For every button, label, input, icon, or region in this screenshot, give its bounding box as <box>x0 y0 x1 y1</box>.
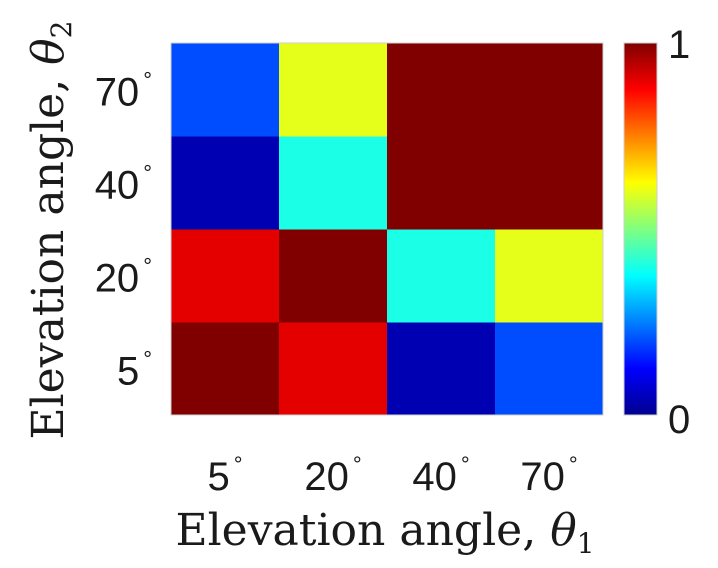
y-axis-label: Elevation angle, θ2 <box>23 20 78 439</box>
heatmap-cell-70-40 <box>495 136 604 230</box>
heatmap-cell-40-40 <box>387 136 496 230</box>
y-tick-label-40: 40 ° <box>95 161 152 208</box>
y-tick-label-5: 5 ° <box>117 347 152 394</box>
heatmap-cell-20-70 <box>279 43 388 137</box>
x-tick-label-40: 40 ° <box>412 452 469 499</box>
heatmap-cells <box>171 43 604 416</box>
colorbar-tick-max: 1 <box>668 23 690 67</box>
colorbar-tick-min: 0 <box>668 398 690 442</box>
heatmap-cell-5-70 <box>171 43 280 137</box>
x-tick-labels: 5 ° 20 ° 40 ° 70 ° <box>207 452 577 499</box>
y-tick-label-70: 70 ° <box>95 68 152 115</box>
heatmap-cell-5-5 <box>171 322 280 416</box>
heatmap-cell-40-70 <box>387 43 496 137</box>
x-tick-label-20: 20 ° <box>304 452 361 499</box>
heatmap-cell-5-40 <box>171 136 280 230</box>
y-tick-label-20: 20 ° <box>95 254 152 301</box>
heatmap-cell-40-5 <box>387 322 496 416</box>
heatmap-cell-70-70 <box>495 43 604 137</box>
x-axis-label: Elevation angle, θ1 <box>175 505 594 560</box>
heatmap-cell-70-5 <box>495 322 604 416</box>
heatmap-cell-20-5 <box>279 322 388 416</box>
plot-frame <box>170 42 604 416</box>
heatmap-cell-20-20 <box>279 229 388 323</box>
x-tick-label-5: 5 ° <box>207 452 242 499</box>
heatmap-cell-70-20 <box>495 229 604 323</box>
heatmap-cell-5-20 <box>171 229 280 323</box>
x-tick-label-70: 70 ° <box>520 452 577 499</box>
heatmap-cell-40-20 <box>387 229 496 323</box>
colorbar <box>623 42 658 416</box>
heatmap-cell-20-40 <box>279 136 388 230</box>
y-tick-labels: 5 ° 20 ° 40 ° 70 ° <box>95 68 152 394</box>
